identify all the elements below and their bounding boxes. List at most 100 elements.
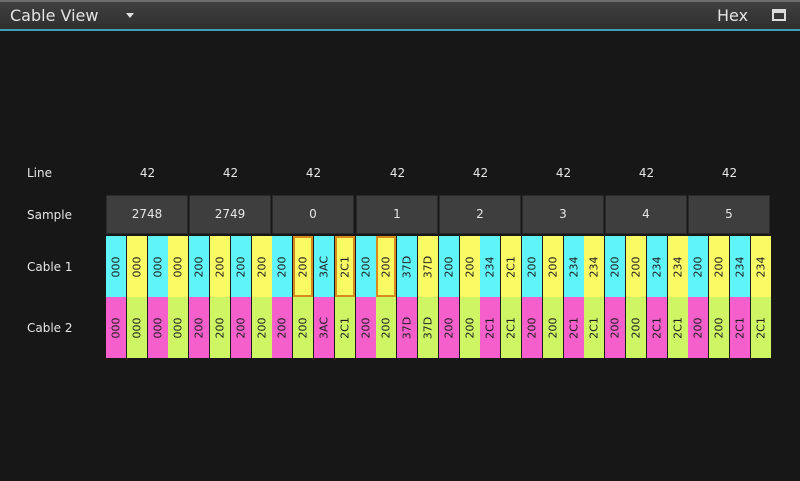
cable1-cell[interactable]: 200 bbox=[709, 236, 730, 297]
cable2-cell[interactable]: 000 bbox=[106, 297, 127, 358]
sample-row-label: Sample bbox=[27, 208, 72, 222]
cable2-cell-value: 200 bbox=[608, 317, 622, 338]
chevron-down-icon[interactable] bbox=[126, 13, 134, 18]
cable2-cell[interactable]: 200 bbox=[189, 297, 210, 358]
cable2-cell[interactable]: 2C1 bbox=[751, 297, 772, 358]
cable1-cell-value: 200 bbox=[255, 256, 269, 277]
cable2-cell[interactable]: 200 bbox=[522, 297, 543, 358]
cable1-cell[interactable]: 200 bbox=[231, 236, 252, 297]
cable1-cell[interactable]: 234 bbox=[584, 236, 605, 297]
cable2-cell[interactable]: 37D bbox=[418, 297, 439, 358]
sample-header-cell[interactable]: 2748 bbox=[106, 195, 188, 234]
sample-header-cell[interactable]: 3 bbox=[522, 195, 604, 234]
cable2-cell[interactable]: 2C1 bbox=[668, 297, 689, 358]
cable2-cell-value: 2C1 bbox=[650, 316, 664, 339]
cable1-cell[interactable]: 37D bbox=[418, 236, 439, 297]
cable1-cell[interactable]: 234 bbox=[751, 236, 772, 297]
cable2-cell[interactable]: 200 bbox=[293, 297, 314, 358]
cable2-cell-value: 200 bbox=[234, 317, 248, 338]
cable2-cell[interactable]: 2C1 bbox=[480, 297, 501, 358]
cable2-cell-value: 200 bbox=[691, 317, 705, 338]
cable2-cell[interactable]: 2C1 bbox=[564, 297, 585, 358]
cable1-row-label: Cable 1 bbox=[27, 260, 73, 274]
cable1-cell-value: 200 bbox=[608, 256, 622, 277]
cable2-cell[interactable]: 000 bbox=[168, 297, 189, 358]
cable2-cell[interactable]: 200 bbox=[439, 297, 460, 358]
line-value: 42 bbox=[555, 166, 572, 180]
sample-header-cell[interactable]: 5 bbox=[688, 195, 770, 234]
cable2-cell[interactable]: 200 bbox=[252, 297, 273, 358]
cable1-cell-value: 37D bbox=[400, 255, 414, 278]
cable2-cell[interactable]: 2C1 bbox=[647, 297, 668, 358]
cable1-cell[interactable]: 200 bbox=[272, 236, 293, 297]
sample-header-cell[interactable]: 2749 bbox=[189, 195, 271, 234]
cable1-cell-value: 200 bbox=[296, 256, 310, 277]
cable2-cell[interactable]: 200 bbox=[688, 297, 709, 358]
cable1-cell-value: 200 bbox=[234, 256, 248, 277]
cable1-cell[interactable]: 200 bbox=[460, 236, 481, 297]
cable2-cell[interactable]: 200 bbox=[356, 297, 377, 358]
cable1-cell[interactable]: 200 bbox=[189, 236, 210, 297]
cable1-cell-value: 200 bbox=[463, 256, 477, 277]
cable1-cell[interactable]: 234 bbox=[647, 236, 668, 297]
cable2-cell[interactable]: 2C1 bbox=[584, 297, 605, 358]
cable1-cell-value: 2C1 bbox=[504, 255, 518, 278]
cable1-cell[interactable]: 200 bbox=[626, 236, 647, 297]
cable1-cell[interactable]: 2C1 bbox=[335, 236, 356, 297]
cable1-cell[interactable]: 000 bbox=[148, 236, 169, 297]
cable1-cell[interactable]: 200 bbox=[543, 236, 564, 297]
cable2-cell[interactable]: 200 bbox=[210, 297, 231, 358]
cable1-cell[interactable]: 200 bbox=[356, 236, 377, 297]
cable1-cell[interactable]: 234 bbox=[730, 236, 751, 297]
cable2-cell[interactable]: 000 bbox=[127, 297, 148, 358]
cable1-cell[interactable]: 234 bbox=[480, 236, 501, 297]
cable2-cell[interactable]: 200 bbox=[709, 297, 730, 358]
cable1-cell[interactable]: 200 bbox=[210, 236, 231, 297]
cable2-cell[interactable]: 3AC bbox=[314, 297, 335, 358]
sample-header-cell[interactable]: 0 bbox=[272, 195, 354, 234]
cable1-cell[interactable]: 000 bbox=[127, 236, 148, 297]
cable2-cell[interactable]: 200 bbox=[543, 297, 564, 358]
cable2-cell[interactable]: 2C1 bbox=[730, 297, 751, 358]
cable2-cell[interactable]: 37D bbox=[397, 297, 418, 358]
cable1-cell[interactable]: 200 bbox=[439, 236, 460, 297]
line-value: 42 bbox=[305, 166, 322, 180]
cable1-cell[interactable]: 200 bbox=[293, 236, 314, 297]
sample-header-cell[interactable]: 4 bbox=[605, 195, 687, 234]
cable1-cell[interactable]: 000 bbox=[168, 236, 189, 297]
cable1-cell[interactable]: 200 bbox=[688, 236, 709, 297]
cable2-cell[interactable]: 200 bbox=[460, 297, 481, 358]
cable1-cell-value: 3AC bbox=[317, 255, 331, 278]
title-bar: Cable View Hex bbox=[0, 2, 800, 31]
cable2-cell-value: 2C1 bbox=[483, 316, 497, 339]
cable2-cell-value: 200 bbox=[546, 317, 560, 338]
cable1-cell[interactable]: 000 bbox=[106, 236, 127, 297]
cable1-cell[interactable]: 200 bbox=[605, 236, 626, 297]
cable1-cell[interactable]: 3AC bbox=[314, 236, 335, 297]
line-value: 42 bbox=[222, 166, 239, 180]
cable2-cell-value: 200 bbox=[275, 317, 289, 338]
cable1-cell[interactable]: 37D bbox=[397, 236, 418, 297]
display-mode-toggle[interactable]: Hex bbox=[717, 6, 749, 25]
cable1-cell[interactable]: 200 bbox=[376, 236, 397, 297]
cable1-cell[interactable]: 234 bbox=[668, 236, 689, 297]
line-row-label: Line bbox=[27, 166, 53, 180]
cable2-cell[interactable]: 200 bbox=[231, 297, 252, 358]
cable2-cell[interactable]: 200 bbox=[605, 297, 626, 358]
sample-header-cell[interactable]: 1 bbox=[356, 195, 438, 234]
maximize-icon[interactable] bbox=[772, 9, 786, 21]
cable2-cell[interactable]: 200 bbox=[626, 297, 647, 358]
cable1-cell[interactable]: 234 bbox=[564, 236, 585, 297]
cable2-cell-value: 200 bbox=[192, 317, 206, 338]
cable2-cell[interactable]: 000 bbox=[148, 297, 169, 358]
cable2-cell[interactable]: 200 bbox=[376, 297, 397, 358]
cable1-cell[interactable]: 200 bbox=[252, 236, 273, 297]
cable2-cell-value: 200 bbox=[525, 317, 539, 338]
cable2-cell[interactable]: 2C1 bbox=[335, 297, 356, 358]
cable1-cell[interactable]: 2C1 bbox=[501, 236, 522, 297]
cable2-cell[interactable]: 2C1 bbox=[501, 297, 522, 358]
cable1-cell-value: 000 bbox=[151, 256, 165, 277]
cable2-cell[interactable]: 200 bbox=[272, 297, 293, 358]
sample-header-cell[interactable]: 2 bbox=[439, 195, 521, 234]
cable1-cell[interactable]: 200 bbox=[522, 236, 543, 297]
